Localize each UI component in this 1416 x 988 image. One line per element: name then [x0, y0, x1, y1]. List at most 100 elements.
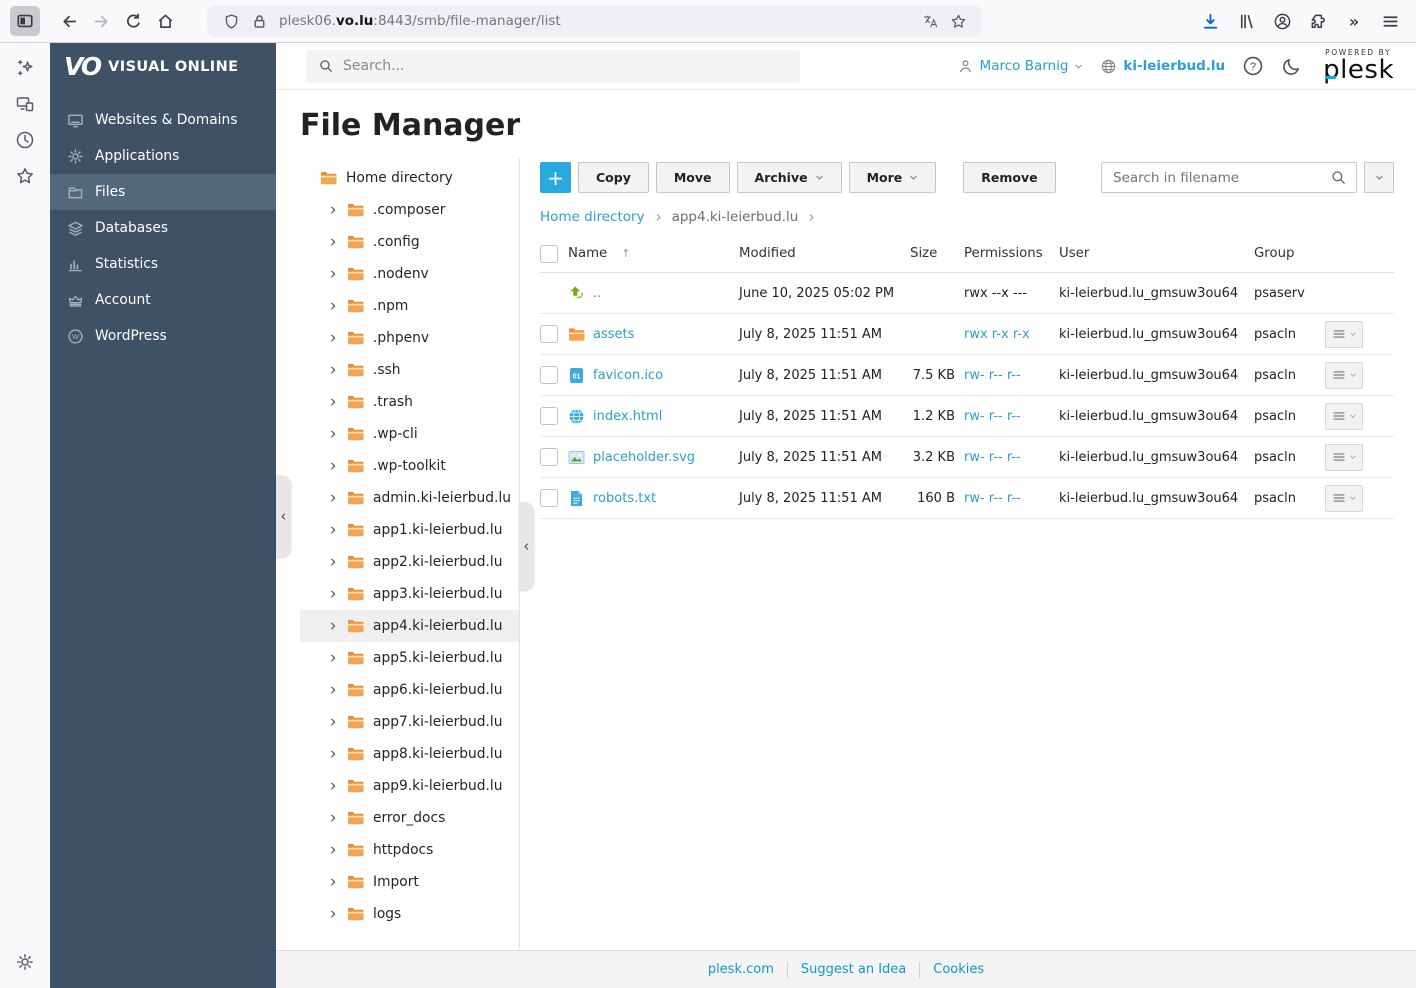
permissions-link[interactable]: rw- r-- r-- [964, 449, 1021, 465]
file-link[interactable]: index.html [593, 408, 663, 424]
chevron-right-icon[interactable] [328, 845, 338, 855]
row-menu-button[interactable] [1325, 484, 1363, 512]
select-all-checkbox[interactable] [540, 244, 558, 263]
sidebar-item-statistics[interactable]: Statistics [50, 246, 276, 282]
tree-item-admin-ki-leierbud-lu[interactable]: admin.ki-leierbud.lu [300, 482, 519, 514]
tree-item-import[interactable]: Import [300, 866, 519, 898]
chevron-right-icon[interactable] [328, 877, 338, 887]
overflow-button[interactable]: » [1338, 5, 1370, 37]
site-domain-link[interactable]: ki-leierbud.lu [1100, 58, 1225, 75]
filename-search-input[interactable] [1113, 169, 1330, 186]
tree-item-phpenv[interactable]: .phpenv [300, 322, 519, 354]
global-search-input[interactable] [343, 58, 788, 74]
synced-tabs-button[interactable] [11, 90, 39, 118]
row-menu-button[interactable] [1325, 443, 1363, 471]
row-checkbox[interactable] [540, 325, 558, 343]
sidebar-item-files[interactable]: Files [50, 174, 276, 210]
chevron-right-icon[interactable] [328, 525, 338, 535]
home-button[interactable] [149, 5, 181, 37]
translate-icon[interactable] [916, 7, 944, 35]
tree-item-app2-ki-leierbud-lu[interactable]: app2.ki-leierbud.lu [300, 546, 519, 578]
tree-item-composer[interactable]: .composer [300, 194, 519, 226]
user-menu[interactable]: Marco Barnig [957, 58, 1084, 75]
chevron-right-icon[interactable] [328, 621, 338, 631]
column-header-group[interactable]: Group [1254, 246, 1295, 261]
lock-icon[interactable] [245, 7, 273, 35]
chevron-right-icon[interactable] [328, 461, 338, 471]
file-link[interactable]: favicon.ico [593, 367, 664, 383]
row-checkbox[interactable] [540, 448, 558, 466]
sidebar-item-websites-domains[interactable]: Websites & Domains [50, 102, 276, 138]
copy-button[interactable]: Copy [578, 162, 649, 193]
more-button[interactable]: More [848, 162, 937, 193]
tree-item-httpdocs[interactable]: httpdocs [300, 834, 519, 866]
column-header-size[interactable]: Size [910, 246, 938, 261]
global-search[interactable] [306, 49, 800, 83]
chevron-right-icon[interactable] [328, 365, 338, 375]
shield-icon[interactable] [217, 7, 245, 35]
chevron-right-icon[interactable] [328, 813, 338, 823]
chevron-right-icon[interactable] [328, 493, 338, 503]
row-checkbox[interactable] [540, 366, 558, 384]
row-menu-button[interactable] [1325, 402, 1363, 430]
row-menu-button[interactable] [1325, 320, 1363, 348]
chevron-right-icon[interactable] [328, 397, 338, 407]
chevron-right-icon[interactable] [328, 653, 338, 663]
breadcrumb-home[interactable]: Home directory [540, 209, 645, 225]
chevron-right-icon[interactable] [328, 749, 338, 759]
column-header-name[interactable]: Name ↑ [568, 246, 631, 261]
ai-chat-button[interactable] [11, 54, 39, 82]
chevron-right-icon[interactable] [328, 557, 338, 567]
menu-button[interactable] [1374, 5, 1406, 37]
extensions-button[interactable] [1302, 5, 1334, 37]
url-bar[interactable]: plesk06.vo.lu:8443/smb/file-manager/list [207, 5, 982, 37]
row-menu-button[interactable] [1325, 361, 1363, 389]
chevron-right-icon[interactable] [328, 301, 338, 311]
chevron-right-icon[interactable] [328, 237, 338, 247]
tree-item-ssh[interactable]: .ssh [300, 354, 519, 386]
column-header-permissions[interactable]: Permissions [964, 246, 1043, 261]
settings-button[interactable] [11, 948, 39, 976]
chevron-right-icon[interactable] [328, 909, 338, 919]
history-button[interactable] [11, 126, 39, 154]
file-link[interactable]: robots.txt [593, 490, 657, 506]
tree-item-home-directory[interactable]: Home directory [300, 162, 519, 194]
tree-item-app9-ki-leierbud-lu[interactable]: app9.ki-leierbud.lu [300, 770, 519, 802]
tree-item-app5-ki-leierbud-lu[interactable]: app5.ki-leierbud.lu [300, 642, 519, 674]
help-button[interactable]: ? [1242, 55, 1264, 77]
file-link[interactable]: placeholder.svg [593, 449, 696, 465]
tree-item-wp-cli[interactable]: .wp-cli [300, 418, 519, 450]
chevron-right-icon[interactable] [328, 589, 338, 599]
archive-button[interactable]: Archive [736, 162, 842, 193]
tree-item-config[interactable]: .config [300, 226, 519, 258]
permissions-link[interactable]: rw- r-- r-- [964, 408, 1021, 424]
sidebar-item-databases[interactable]: Databases [50, 210, 276, 246]
reload-button[interactable] [117, 5, 149, 37]
tree-item-app4-ki-leierbud-lu[interactable]: app4.ki-leierbud.lu [300, 610, 519, 642]
account-button[interactable] [1266, 5, 1298, 37]
bookmark-star-icon[interactable] [944, 7, 972, 35]
tree-item-app6-ki-leierbud-lu[interactable]: app6.ki-leierbud.lu [300, 674, 519, 706]
add-button[interactable]: + [540, 162, 571, 193]
chevron-right-icon[interactable] [328, 429, 338, 439]
sidebar-item-applications[interactable]: Applications [50, 138, 276, 174]
sidebar-item-wordpress[interactable]: W WordPress [50, 318, 276, 354]
filename-search[interactable] [1101, 162, 1357, 193]
tree-item-app8-ki-leierbud-lu[interactable]: app8.ki-leierbud.lu [300, 738, 519, 770]
chevron-right-icon[interactable] [328, 333, 338, 343]
chevron-right-icon[interactable] [328, 269, 338, 279]
row-checkbox[interactable] [540, 489, 558, 507]
dark-mode-toggle[interactable] [1281, 55, 1303, 77]
sidebar-item-account[interactable]: Account [50, 282, 276, 318]
search-options-button[interactable] [1364, 162, 1394, 193]
file-link[interactable]: assets [593, 326, 635, 342]
brand-logo[interactable]: VO VISUAL ONLINE [50, 43, 276, 90]
bookmarks-button[interactable] [11, 162, 39, 190]
remove-button[interactable]: Remove [963, 162, 1056, 193]
sidebar-collapse-handle[interactable] [276, 475, 291, 557]
column-header-modified[interactable]: Modified [739, 246, 796, 261]
tree-item-npm[interactable]: .npm [300, 290, 519, 322]
row-checkbox[interactable] [540, 407, 558, 425]
forward-button[interactable] [85, 5, 117, 37]
downloads-button[interactable] [1194, 5, 1226, 37]
